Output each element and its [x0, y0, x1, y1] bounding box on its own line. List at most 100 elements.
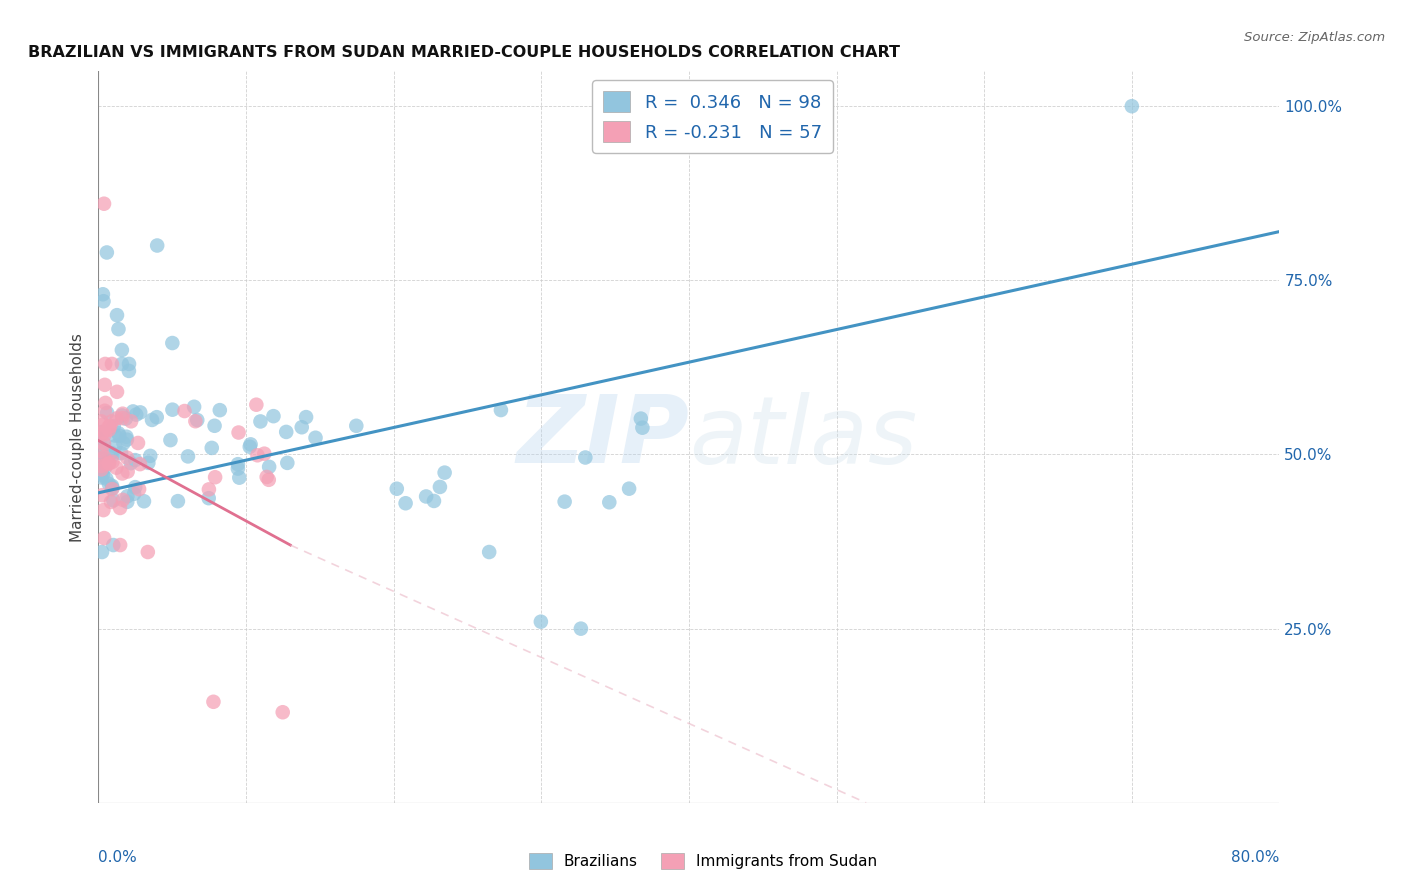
Legend: Brazilians, Immigrants from Sudan: Brazilians, Immigrants from Sudan	[523, 847, 883, 875]
Point	[145, 410, 167, 425]
Point	[226, 457, 249, 471]
Point	[204, 418, 226, 433]
Point	[104, 439, 127, 453]
Point	[90, 427, 112, 442]
Point	[262, 409, 284, 424]
Point	[100, 495, 122, 509]
Point	[91, 287, 114, 301]
Point	[96, 472, 118, 486]
Point	[385, 482, 408, 496]
Point	[530, 615, 553, 629]
Point	[101, 449, 124, 463]
Point	[111, 467, 134, 481]
Point	[115, 433, 138, 447]
Point	[117, 495, 139, 509]
Point	[100, 414, 122, 428]
Point	[120, 456, 142, 470]
Point	[226, 461, 249, 475]
Point	[257, 459, 280, 474]
Point	[100, 446, 122, 460]
Point	[91, 417, 114, 432]
Point	[97, 420, 120, 434]
Point	[111, 411, 134, 425]
Point	[93, 425, 115, 439]
Point	[478, 545, 501, 559]
Point	[105, 411, 128, 425]
Point	[183, 400, 205, 414]
Point	[118, 357, 141, 371]
Point	[91, 488, 114, 502]
Point	[617, 482, 640, 496]
Point	[93, 503, 115, 517]
Point	[423, 494, 446, 508]
Point	[94, 460, 117, 475]
Text: atlas: atlas	[689, 392, 917, 483]
Point	[569, 622, 592, 636]
Point	[344, 418, 367, 433]
Point	[93, 196, 115, 211]
Point	[256, 470, 278, 484]
Text: BRAZILIAN VS IMMIGRANTS FROM SUDAN MARRIED-COUPLE HOUSEHOLDS CORRELATION CHART: BRAZILIAN VS IMMIGRANTS FROM SUDAN MARRI…	[28, 45, 900, 61]
Point	[101, 481, 124, 495]
Point	[132, 494, 155, 508]
Point	[103, 493, 125, 508]
Point	[127, 436, 149, 450]
Point	[276, 456, 298, 470]
Text: 0.0%: 0.0%	[98, 850, 138, 865]
Point	[105, 308, 128, 322]
Point	[239, 440, 262, 454]
Point	[1121, 99, 1143, 113]
Point	[90, 470, 112, 484]
Point	[101, 357, 124, 371]
Point	[93, 436, 115, 450]
Point	[94, 403, 117, 417]
Point	[433, 466, 456, 480]
Point	[246, 448, 269, 462]
Point	[115, 450, 138, 465]
Point	[167, 494, 190, 508]
Point	[94, 396, 117, 410]
Point	[93, 294, 115, 309]
Point	[136, 545, 159, 559]
Point	[239, 437, 262, 451]
Point	[117, 465, 139, 479]
Point	[97, 476, 120, 491]
Point	[245, 398, 267, 412]
Point	[120, 414, 142, 428]
Point	[90, 440, 112, 454]
Point	[122, 404, 145, 418]
Point	[146, 238, 169, 252]
Point	[415, 490, 437, 504]
Y-axis label: Married-couple Households: Married-couple Households	[70, 333, 86, 541]
Point	[204, 470, 226, 484]
Point	[202, 695, 225, 709]
Point	[94, 427, 117, 442]
Point	[304, 431, 326, 445]
Point	[631, 420, 654, 434]
Point	[201, 441, 224, 455]
Point	[114, 411, 136, 425]
Point	[90, 462, 112, 476]
Point	[94, 357, 117, 371]
Point	[197, 491, 219, 505]
Point	[124, 453, 146, 467]
Point	[91, 456, 114, 470]
Point	[94, 377, 117, 392]
Point	[249, 414, 271, 428]
Point	[630, 411, 652, 425]
Point	[257, 473, 280, 487]
Point	[90, 450, 112, 465]
Point	[159, 433, 181, 447]
Point	[489, 403, 512, 417]
Point	[111, 409, 134, 423]
Point	[90, 458, 112, 473]
Point	[90, 444, 112, 458]
Point	[141, 413, 163, 427]
Point	[598, 495, 620, 509]
Point	[90, 426, 112, 441]
Point	[97, 456, 120, 470]
Point	[177, 450, 200, 464]
Point	[124, 480, 146, 494]
Point	[90, 425, 112, 439]
Point	[228, 425, 250, 440]
